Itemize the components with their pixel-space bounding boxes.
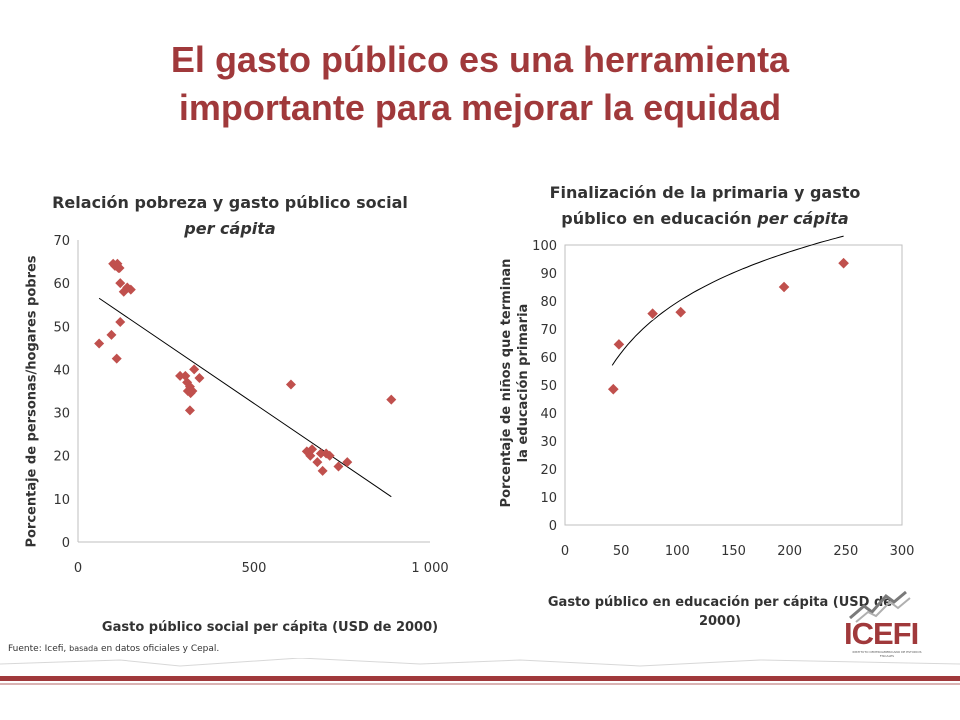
chart2-xtick-label: 250 [833,544,858,559]
chart2-plot: 0 10 20 30 40 50 60 70 80 90 100 0 50 100 150 200 250 300 [532,235,915,559]
chart1-ytick-label: 40 [53,363,70,378]
chart2-xtick-label: 300 [890,544,915,559]
chart1-ytick-label: 50 [53,320,70,335]
chart2-ytick-label: 60 [540,351,557,366]
logo-text: ICEFI [844,616,919,651]
chart1-trendline [98,297,392,498]
chart1-title-italic: per cápita [184,219,276,238]
footer-band [0,658,960,685]
chart1-data-point [175,370,186,381]
chart1-data-point [285,379,296,390]
chart1-data-point [114,263,125,274]
chart2-ytick-label: 10 [540,491,557,506]
chart2-data-point [645,306,660,321]
chart1-data-point [125,284,136,295]
chart2-data-point [777,280,791,294]
chart1-data-point [106,329,117,340]
logo-graph-icon [849,590,911,623]
chart1-data-point [315,448,326,459]
chart1-ytick-label: 10 [53,493,70,508]
chart2-data-point [673,305,688,319]
slide-title: El gasto público es una herramienta impo… [20,36,940,132]
chart1-ytick-label: 60 [53,277,70,292]
chart1-data-point [317,465,328,476]
logo-subtext: INSTITUTO CENTROAMERICANO DE ESTUDIOS FI… [852,650,922,658]
chart1-title-main: Relación pobreza y gasto público social [52,193,408,212]
chart2-ytick-label: 0 [549,519,557,534]
chart2-xtick-label: 100 [665,544,690,559]
chart1-ytick-label: 70 [53,234,70,249]
chart1-data-point [111,353,122,364]
chart2-title: Finalización de la primaria y gasto públ… [500,180,910,232]
chart1-ytick-label: 0 [62,536,70,551]
chart2-data-point [606,382,621,396]
chart1-data-point [333,461,344,472]
chart1-data-point [324,450,335,461]
chart1-data-point [342,457,353,468]
chart2-title-line2: público en educación [561,209,758,228]
chart1-data-point [189,364,200,375]
chart2-ytick-label: 30 [540,435,557,450]
slide-title-line2: importante para mejorar la equidad [178,87,782,128]
footer-thin-bar [0,683,960,685]
chart1-xtick-label: 0 [74,561,82,576]
chart1-data-point [115,278,126,289]
chart2-ytick-label: 20 [540,463,557,478]
chart1-title: Relación pobreza y gasto público social … [20,190,440,242]
chart2-ytick-label: 80 [540,295,557,310]
chart2-ytick-label: 70 [540,323,557,338]
chart1-data-point [184,405,195,416]
slide-title-line1: El gasto público es una herramienta [170,39,790,80]
chart2-xtick-label: 50 [613,544,630,559]
chart1-data-point [307,444,318,455]
chart1-data-point [194,373,205,384]
chart2-xlabel: Gasto público en educación per cápita (U… [547,595,893,629]
chart2-trendline [611,235,844,366]
chart1-xlabel: Gasto público social per cápita (USD de … [101,620,439,635]
chart2-ytick-label: 90 [540,267,557,282]
chart1-data-point [386,394,397,405]
chart1-ytick-label: 30 [53,407,70,422]
chart2-data-point [836,256,851,270]
chart2-plot-frame [564,244,903,526]
source-prefix: Fuente: Icefi, [8,644,70,654]
chart2-title-italic: per cápita [757,209,849,228]
chart1-xtick-label: 500 [242,561,267,576]
chart1-data-point [94,338,105,349]
chart2-title-line1: Finalización de la primaria y gasto [549,183,861,202]
chart1-data-point [312,457,323,468]
chart2-xtick-label: 150 [721,544,746,559]
chart2-xtick-label: 0 [561,544,569,559]
footer-accent-bar [0,676,960,681]
source-small: basada [69,644,99,653]
chart2-ytick-label: 40 [540,407,557,422]
chart2-xtick-label: 200 [777,544,802,559]
source-note: Fuente: Icefi, basada en datos oficiales… [8,644,219,654]
chart1-ytick-label: 20 [53,450,70,465]
chart1-data-point [115,316,126,327]
chart1-xtick-label: 1 000 [411,561,448,576]
chart2-ytick-label: 100 [532,239,557,254]
chart2-data-point [612,337,626,352]
source-suffix: en datos oficiales y Cepal. [98,644,220,654]
chart2-ytick-label: 50 [540,379,557,394]
chart1-plot: 0 10 20 30 40 50 60 70 0 500 1 000 [53,234,448,576]
chart1-data-point [187,386,198,396]
icefi-logo: ICEFI INSTITUTO CENTROAMERICANO DE ESTUD… [842,588,932,658]
